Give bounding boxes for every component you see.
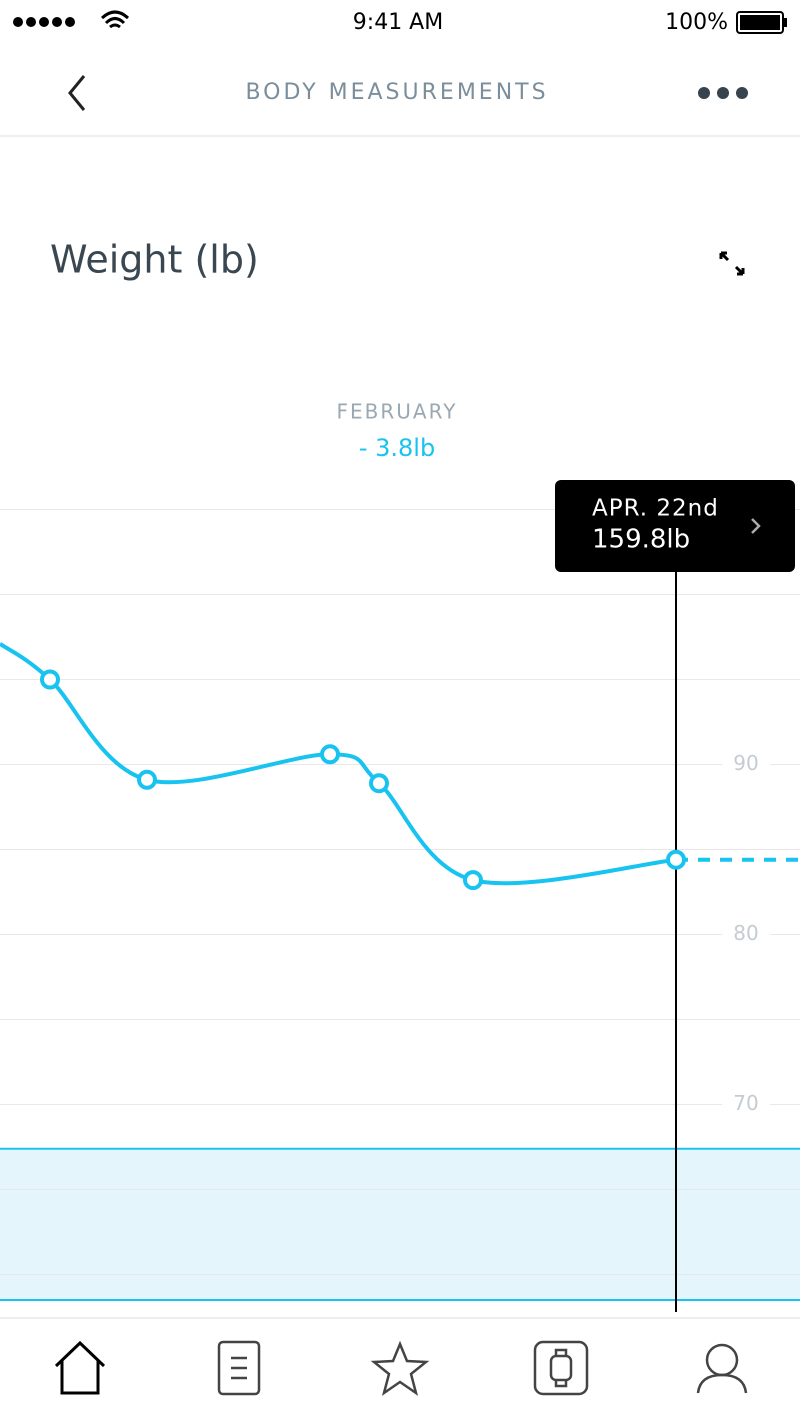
y-tick-label: 80 (733, 921, 758, 945)
tick-label-bg (722, 1090, 770, 1119)
data-point (463, 870, 483, 891)
tick-label-bg (722, 920, 770, 949)
summary-change: - 3.8lb (359, 434, 435, 462)
tab-log[interactable] (217, 1340, 261, 1396)
more-button[interactable] (698, 87, 748, 99)
tooltip-chevron (751, 518, 761, 534)
data-point (40, 669, 60, 690)
data-point (320, 744, 340, 765)
data-point (666, 849, 686, 870)
tick-label-bg (722, 750, 770, 779)
tab-bar (54, 1340, 748, 1396)
tab-home[interactable] (54, 1340, 106, 1395)
target-band (0, 1148, 800, 1300)
battery-text: 100% (665, 10, 728, 35)
tab-favorites[interactable] (370, 1340, 430, 1396)
battery-icon (736, 11, 787, 34)
tooltip-box (555, 480, 795, 572)
wifi (100, 10, 130, 29)
tooltip-value: 159.8lb (592, 525, 690, 555)
back-button[interactable] (68, 75, 86, 111)
tooltip-date: APR. 22nd (592, 496, 719, 522)
plot: 90 80 70 APR. 22nd 159.8lb (0, 480, 800, 1312)
data-point (137, 769, 157, 790)
nav-title: BODY MEASUREMENTS (245, 80, 548, 105)
y-tick-label: 70 (733, 1091, 758, 1115)
tab-device[interactable] (533, 1340, 589, 1396)
y-tick-label: 90 (733, 751, 758, 775)
card-title: Weight (lb) (50, 238, 259, 282)
tab-profile[interactable] (696, 1343, 748, 1394)
tooltip[interactable]: APR. 22nd 159.8lb (555, 480, 795, 572)
signal (13, 17, 75, 27)
time: 9:41 AM (353, 10, 443, 35)
data-point (369, 773, 389, 794)
summary-month: FEBRUARY (337, 400, 458, 424)
expand-button[interactable] (719, 251, 745, 276)
